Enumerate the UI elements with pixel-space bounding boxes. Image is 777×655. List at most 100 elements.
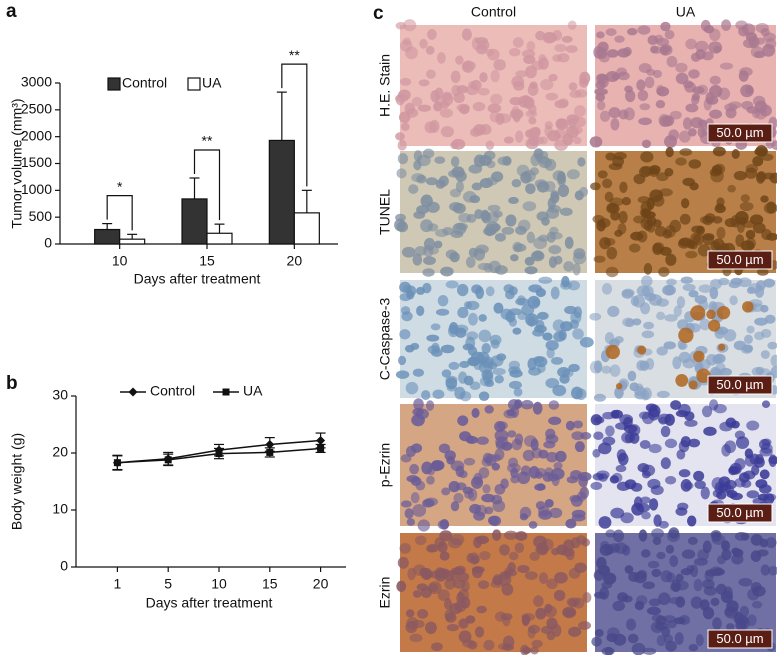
cell	[547, 197, 556, 210]
cell	[573, 116, 586, 128]
stain	[696, 368, 711, 383]
cell	[548, 244, 562, 255]
cell	[570, 311, 582, 324]
cell	[444, 578, 456, 590]
cell	[459, 360, 470, 368]
cell	[478, 329, 492, 343]
cell	[473, 248, 486, 261]
cell	[524, 266, 538, 275]
micrograph	[589, 275, 777, 402]
cell	[549, 507, 563, 519]
cell	[664, 413, 675, 426]
cell	[437, 519, 449, 530]
cell	[622, 595, 633, 603]
cell	[593, 393, 606, 402]
error-bar	[301, 189, 312, 213]
cell	[591, 636, 603, 647]
cell	[474, 209, 484, 220]
cell	[680, 276, 693, 284]
cell	[594, 88, 608, 96]
x-tick-label: 20	[313, 576, 329, 592]
cell	[430, 642, 443, 652]
cell	[672, 356, 682, 370]
cell	[508, 47, 521, 57]
cell	[545, 340, 559, 351]
cell	[619, 181, 628, 193]
cell	[450, 230, 464, 239]
cell	[517, 565, 530, 574]
scale-bar-label: 50.0 µm	[716, 125, 763, 140]
cell	[513, 81, 525, 91]
cell	[515, 70, 528, 78]
cell	[545, 92, 559, 101]
cell	[535, 500, 546, 510]
cell	[589, 312, 602, 321]
cell	[756, 171, 767, 182]
cell	[727, 184, 736, 193]
cell	[632, 318, 642, 326]
cell	[437, 589, 450, 601]
scale-bar-label: 50.0 µm	[716, 505, 763, 520]
cell	[463, 375, 474, 386]
bar	[181, 198, 208, 245]
cell	[572, 420, 583, 429]
cell	[673, 617, 686, 625]
cell	[417, 609, 429, 619]
legend-label: Control	[122, 75, 167, 91]
cell	[614, 35, 625, 43]
cell	[578, 474, 589, 488]
stain	[675, 373, 689, 387]
cell	[513, 387, 523, 397]
cell	[655, 99, 666, 109]
cell	[605, 425, 615, 437]
cell	[650, 485, 664, 496]
cell	[574, 105, 586, 118]
cell	[491, 454, 501, 462]
cell	[473, 511, 485, 521]
cell	[693, 578, 703, 592]
cell	[527, 83, 539, 96]
cell	[735, 618, 747, 631]
cell	[396, 168, 407, 179]
cell	[590, 182, 601, 191]
cell	[761, 153, 774, 161]
cell	[643, 263, 653, 275]
cell	[755, 366, 765, 375]
cell	[561, 369, 574, 378]
cell	[681, 198, 690, 209]
cell	[680, 436, 691, 448]
cell	[440, 344, 455, 354]
cell	[758, 438, 771, 450]
cell	[740, 84, 754, 98]
cell	[649, 189, 664, 202]
cell	[759, 484, 772, 494]
cell	[628, 243, 641, 253]
cell	[462, 343, 475, 351]
cell	[641, 139, 652, 149]
cell	[399, 329, 411, 340]
cell	[505, 290, 515, 300]
cell	[685, 250, 698, 259]
cell	[665, 253, 677, 266]
cell	[538, 57, 549, 70]
cell	[639, 440, 651, 449]
cell	[488, 260, 501, 274]
cell	[567, 20, 577, 30]
cell	[741, 100, 754, 110]
cell	[546, 578, 558, 590]
micrograph	[396, 529, 592, 655]
cell	[404, 508, 414, 519]
cell	[439, 530, 453, 542]
stain	[706, 309, 716, 320]
cell	[631, 502, 645, 516]
marker	[317, 444, 325, 452]
cell	[760, 195, 769, 203]
cell	[664, 167, 674, 177]
marker	[128, 387, 138, 397]
cell	[664, 438, 678, 449]
cell	[495, 113, 505, 125]
cell	[593, 255, 606, 263]
cell	[498, 573, 512, 586]
cell	[701, 405, 713, 418]
cell	[572, 263, 581, 276]
